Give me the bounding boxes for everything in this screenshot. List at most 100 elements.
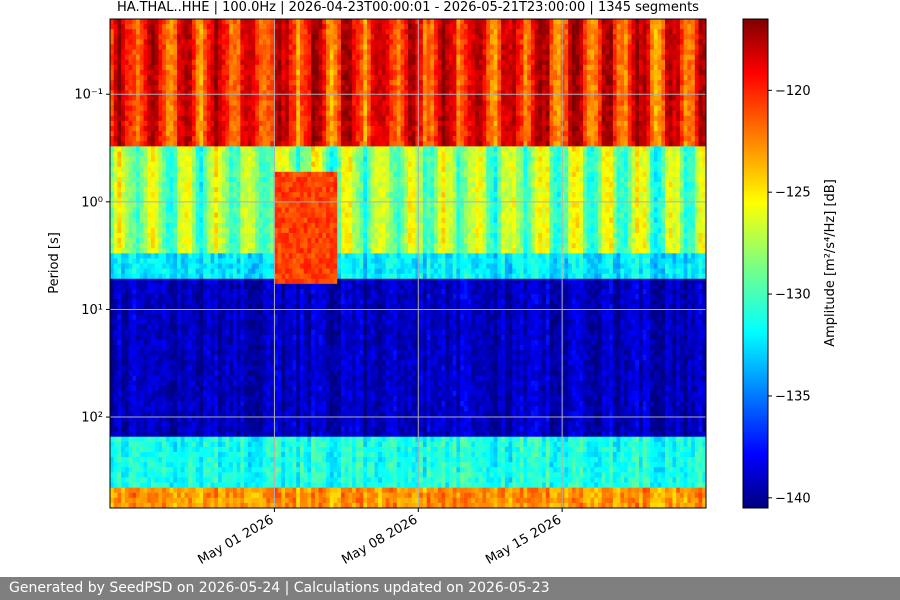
heatmap-cell xyxy=(117,324,122,331)
heatmap-cell xyxy=(266,406,271,412)
heatmap-cell xyxy=(299,334,305,341)
heatmap-cell xyxy=(188,100,193,107)
heatmap-cell xyxy=(273,416,279,422)
heatmap-cell xyxy=(132,90,137,96)
heatmap-cell xyxy=(285,401,290,407)
heatmap-cell xyxy=(143,120,148,127)
heatmap-cell xyxy=(177,100,182,107)
heatmap-cell xyxy=(262,441,268,448)
heatmap-cell xyxy=(273,110,279,117)
heatmap-cell xyxy=(214,385,219,392)
heatmap-cell xyxy=(139,299,145,305)
heatmap-cell xyxy=(210,451,215,458)
heatmap-cell xyxy=(169,141,174,147)
heatmap-cell xyxy=(165,375,171,382)
heatmap-cell xyxy=(277,90,282,96)
heatmap-cell xyxy=(128,309,133,316)
heatmap-cell xyxy=(158,395,163,402)
heatmap-cell xyxy=(214,395,219,402)
heatmap-cell xyxy=(281,482,286,489)
heatmap-cell xyxy=(188,64,193,71)
heatmap-cell xyxy=(229,319,234,326)
heatmap-cell xyxy=(285,192,290,198)
heatmap-cell xyxy=(218,100,223,107)
heatmap-cell xyxy=(191,120,197,127)
heatmap-cell xyxy=(199,146,204,153)
heatmap-cell xyxy=(195,75,201,81)
heatmap-cell xyxy=(251,161,256,168)
heatmap-cell xyxy=(158,268,163,275)
heatmap-cell xyxy=(266,451,271,458)
heatmap-cell xyxy=(139,421,145,428)
heatmap-cell xyxy=(147,477,152,484)
heatmap-cell xyxy=(273,457,279,463)
heatmap-cell xyxy=(203,34,208,40)
heatmap-cell xyxy=(124,120,130,127)
heatmap-cell xyxy=(221,451,227,458)
heatmap-cell xyxy=(232,105,238,112)
heatmap-cell xyxy=(296,161,301,168)
heatmap-cell xyxy=(296,59,301,66)
heatmap-cell xyxy=(255,390,260,397)
heatmap-cell xyxy=(270,273,275,280)
heatmap-cell xyxy=(240,258,245,265)
heatmap-cell xyxy=(188,462,193,468)
heatmap-cell xyxy=(169,350,174,356)
heatmap-cell xyxy=(214,54,219,61)
heatmap-cell xyxy=(251,49,256,56)
heatmap-cell xyxy=(214,263,219,270)
heatmap-cell xyxy=(184,421,189,428)
heatmap-cell xyxy=(165,502,171,508)
heatmap-cell xyxy=(262,390,268,397)
heatmap-cell xyxy=(251,197,256,203)
heatmap-cell xyxy=(292,125,297,132)
heatmap-cell xyxy=(177,69,182,76)
heatmap-cell xyxy=(299,171,305,178)
heatmap-cell xyxy=(117,238,122,244)
heatmap-cell xyxy=(180,375,186,382)
heatmap-cell xyxy=(285,502,290,508)
heatmap-cell xyxy=(299,238,305,244)
heatmap-cell xyxy=(199,217,204,224)
heatmap-cell xyxy=(270,156,275,163)
heatmap-cell xyxy=(177,29,182,35)
heatmap-cell xyxy=(169,29,174,35)
heatmap-cell xyxy=(184,136,189,142)
heatmap-cell xyxy=(214,380,219,387)
heatmap-cell xyxy=(124,294,130,300)
heatmap-cell xyxy=(229,64,234,71)
heatmap-cell xyxy=(139,268,145,275)
heatmap-cell xyxy=(251,324,256,331)
heatmap-cell xyxy=(296,141,301,147)
heatmap-cell xyxy=(188,75,193,81)
heatmap-cell xyxy=(270,492,275,499)
heatmap-cell xyxy=(188,19,193,25)
heatmap-cell xyxy=(195,182,201,188)
heatmap-cell xyxy=(251,431,256,438)
heatmap-cell xyxy=(195,497,201,504)
heatmap-cell xyxy=(124,426,130,433)
heatmap-cell xyxy=(113,350,119,356)
heatmap-cell xyxy=(150,278,156,285)
heatmap-cell xyxy=(143,110,148,117)
heatmap-cell xyxy=(225,49,230,56)
heatmap-cell xyxy=(203,156,208,163)
heatmap-cell xyxy=(288,401,294,407)
heatmap-cell xyxy=(259,426,264,433)
heatmap-cell xyxy=(191,29,197,35)
heatmap-cell xyxy=(117,411,122,417)
heatmap-cell xyxy=(292,192,297,198)
heatmap-cell xyxy=(165,278,171,285)
heatmap-cell xyxy=(229,146,234,153)
heatmap-cell xyxy=(221,426,227,433)
heatmap-cell xyxy=(143,314,148,321)
heatmap-cell xyxy=(124,90,130,96)
heatmap-cell xyxy=(210,467,215,473)
heatmap-cell xyxy=(110,487,115,494)
heatmap-cell xyxy=(229,492,234,499)
heatmap-cell xyxy=(229,80,234,86)
heatmap-cell xyxy=(203,80,208,86)
heatmap-cell xyxy=(221,457,227,463)
heatmap-cell xyxy=(147,80,152,86)
heatmap-cell xyxy=(154,390,160,397)
